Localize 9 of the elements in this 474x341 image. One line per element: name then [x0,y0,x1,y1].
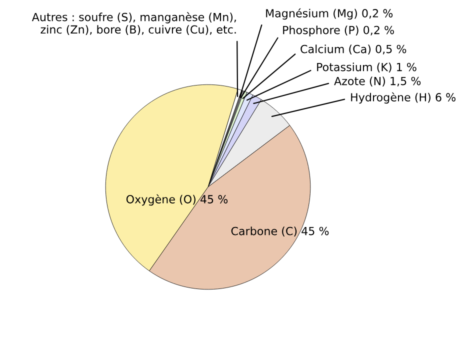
slice-label: Oxygène (O) 45 % [126,194,228,206]
slice-label: Phosphore (P) 0,2 % [283,26,394,36]
slice-label: Hydrogène (H) 6 % [351,92,456,104]
slice-label: Autres : soufre (S), manganèse (Mn), zinc (Zn), bore (B), cuivre (Cu), etc. [32,12,236,35]
slice-label: Calcium (Ca) 0,5 % [300,44,406,55]
slice-label: Magnésium (Mg) 0,2 % [266,8,393,20]
slice-label: Azote (N) 1,5 % [334,76,421,87]
slice-label: Potassium (K) 1 % [317,62,416,73]
slice-label: Carbone (C) 45 % [231,226,329,237]
